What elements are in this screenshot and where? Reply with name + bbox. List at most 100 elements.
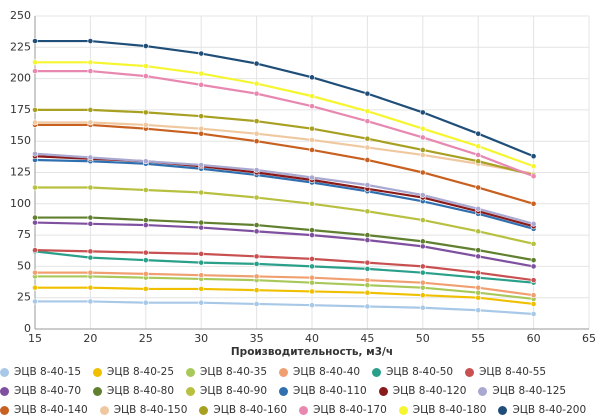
legend-item[interactable]: ЭЦВ 8-40-90 (186, 382, 267, 401)
point (309, 137, 315, 143)
point (419, 243, 426, 250)
point (198, 272, 205, 279)
legend-label: ЭЦВ 8-40-150 (113, 404, 188, 416)
legend-item[interactable]: ЭЦВ 8-40-125 (478, 382, 566, 401)
x-tick-label: 65 (582, 332, 596, 345)
point (87, 254, 94, 261)
point (142, 217, 149, 223)
legend-swatch (498, 406, 508, 415)
point (32, 214, 38, 221)
y-tick-label: 250 (10, 9, 31, 22)
series-line (34, 158, 534, 230)
legend-item[interactable]: ЭЦВ 8-40-110 (279, 382, 367, 401)
legend-label: ЭЦВ 8-40-35 (200, 366, 268, 378)
point (530, 173, 537, 180)
legend-item[interactable]: ЭЦВ 8-40-40 (279, 363, 360, 382)
legend-item[interactable]: ЭЦВ 8-40-140 (0, 401, 88, 420)
point (32, 184, 38, 191)
point (32, 150, 38, 157)
point (198, 70, 205, 77)
legend-item[interactable]: ЭЦВ 8-40-25 (93, 363, 174, 382)
point (87, 119, 94, 126)
legend-item[interactable]: ЭЦВ 8-40-50 (372, 363, 453, 382)
legend-swatch (478, 387, 488, 396)
point (419, 169, 426, 176)
point (253, 167, 260, 173)
series-line (35, 108, 534, 177)
point (142, 249, 149, 256)
legend-item[interactable]: ЭЦВ 8-40-170 (299, 401, 387, 420)
point (309, 125, 315, 132)
legend-label: ЭЦВ 8-40-170 (313, 404, 387, 416)
legend-item[interactable]: ЭЦВ 8-40-200 (498, 401, 586, 420)
legend-label: ЭЦВ 8-40-70 (14, 385, 82, 397)
legend-item[interactable]: ЭЦВ 8-40-15 (0, 363, 81, 382)
legend-item[interactable]: ЭЦВ 8-40-80 (93, 382, 174, 401)
legend-label: ЭЦВ 8-40-55 (479, 366, 547, 378)
point (530, 263, 537, 270)
legend-swatch (279, 368, 289, 377)
point (253, 273, 260, 280)
point (309, 302, 315, 309)
point (309, 227, 315, 233)
legend-label: ЭЦВ 8-40-120 (392, 385, 467, 397)
legend-label: ЭЦВ 8-40-40 (293, 366, 361, 378)
point (253, 287, 260, 294)
legend-swatch (93, 368, 103, 377)
point (253, 260, 260, 267)
point (364, 232, 371, 238)
point (475, 184, 482, 191)
legend-item[interactable]: ЭЦВ 8-40-55 (465, 363, 546, 382)
x-tick-label: 25 (139, 332, 153, 345)
point (530, 311, 537, 317)
y-tick-label: 75 (17, 228, 31, 241)
point (364, 108, 371, 115)
point (475, 152, 482, 158)
legend-item[interactable]: ЭЦВ 8-40-160 (199, 401, 287, 420)
legend-item[interactable]: ЭЦВ 8-40-150 (99, 401, 188, 420)
y-tick-label: 50 (17, 259, 31, 272)
series-line (34, 221, 534, 268)
point (198, 224, 205, 231)
point (309, 174, 315, 181)
y-tick-label: 0 (24, 322, 31, 335)
point (419, 217, 426, 223)
legend-item[interactable]: ЭЦВ 8-40-120 (378, 382, 467, 401)
point (530, 240, 537, 247)
point (475, 228, 482, 235)
point (309, 232, 315, 238)
legend-item[interactable]: ЭЦВ 8-40-180 (398, 401, 486, 420)
point (87, 269, 94, 276)
point (309, 274, 315, 281)
point (364, 118, 371, 125)
legend-item[interactable]: ЭЦВ 8-40-70 (0, 382, 81, 401)
point (419, 292, 426, 299)
point (198, 113, 205, 120)
point (419, 134, 426, 141)
point (309, 147, 315, 153)
point (198, 130, 205, 137)
series-line (35, 61, 534, 168)
legend-swatch (378, 387, 388, 396)
legend-item[interactable]: ЭЦВ 8-40-35 (186, 363, 267, 382)
series-line (34, 250, 534, 284)
legend-label: ЭЦВ 8-40-50 (386, 366, 454, 378)
point (419, 263, 426, 270)
point (87, 284, 94, 291)
x-tick-label: 45 (360, 332, 374, 345)
point (419, 304, 426, 311)
point (309, 93, 315, 100)
point (253, 118, 260, 125)
point (142, 222, 149, 228)
point (87, 298, 94, 305)
series-line (35, 123, 534, 205)
point (32, 119, 38, 126)
point (253, 130, 260, 137)
legend-label: ЭЦВ 8-40-90 (200, 385, 268, 397)
point (364, 259, 371, 266)
point (475, 247, 482, 254)
point (309, 74, 315, 81)
point (142, 43, 149, 49)
legend-swatch (99, 406, 109, 415)
point (32, 284, 38, 291)
